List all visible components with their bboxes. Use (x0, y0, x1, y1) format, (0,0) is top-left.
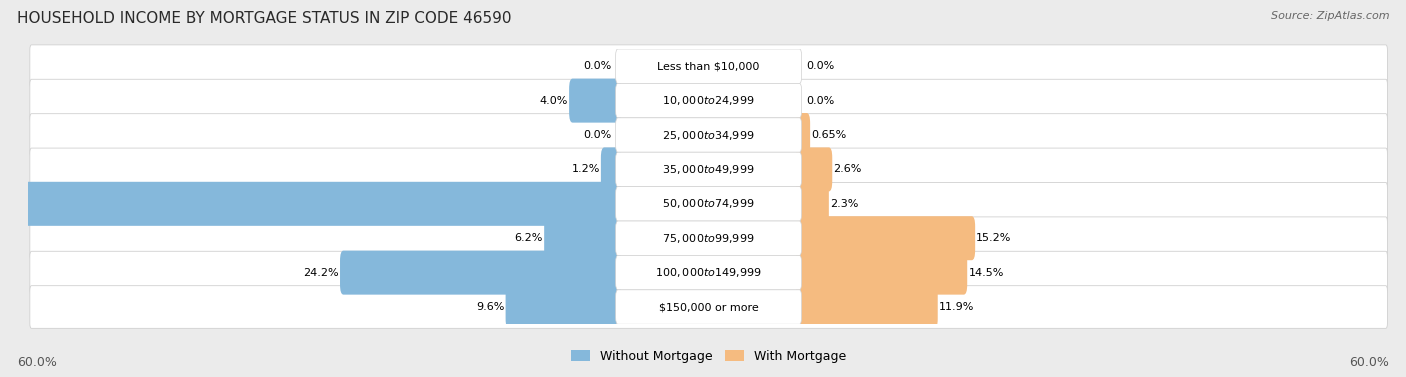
FancyBboxPatch shape (796, 251, 967, 295)
FancyBboxPatch shape (600, 147, 621, 192)
FancyBboxPatch shape (616, 83, 801, 118)
Text: 14.5%: 14.5% (969, 268, 1004, 277)
FancyBboxPatch shape (616, 221, 801, 256)
FancyBboxPatch shape (616, 187, 801, 221)
Text: 11.9%: 11.9% (939, 302, 974, 312)
FancyBboxPatch shape (796, 113, 810, 157)
Text: 4.0%: 4.0% (540, 96, 568, 106)
FancyBboxPatch shape (616, 290, 801, 324)
Text: 2.6%: 2.6% (834, 164, 862, 175)
Text: $150,000 or more: $150,000 or more (659, 302, 758, 312)
FancyBboxPatch shape (616, 152, 801, 187)
Text: 60.0%: 60.0% (1350, 357, 1389, 369)
Text: Less than $10,000: Less than $10,000 (658, 61, 759, 71)
FancyBboxPatch shape (544, 216, 621, 260)
Text: $75,000 to $99,999: $75,000 to $99,999 (662, 232, 755, 245)
FancyBboxPatch shape (616, 118, 801, 152)
FancyBboxPatch shape (30, 251, 1388, 294)
Text: $100,000 to $149,999: $100,000 to $149,999 (655, 266, 762, 279)
Text: Source: ZipAtlas.com: Source: ZipAtlas.com (1271, 11, 1389, 21)
Text: 1.2%: 1.2% (571, 164, 600, 175)
FancyBboxPatch shape (30, 45, 1388, 87)
FancyBboxPatch shape (796, 182, 830, 226)
FancyBboxPatch shape (616, 49, 801, 83)
Text: 0.0%: 0.0% (583, 61, 612, 71)
Text: $50,000 to $74,999: $50,000 to $74,999 (662, 197, 755, 210)
Text: 2.3%: 2.3% (830, 199, 858, 209)
FancyBboxPatch shape (30, 182, 1388, 225)
FancyBboxPatch shape (796, 216, 976, 260)
FancyBboxPatch shape (0, 182, 621, 226)
FancyBboxPatch shape (569, 78, 621, 123)
Text: 24.2%: 24.2% (304, 268, 339, 277)
FancyBboxPatch shape (30, 114, 1388, 156)
Legend: Without Mortgage, With Mortgage: Without Mortgage, With Mortgage (567, 345, 851, 368)
FancyBboxPatch shape (30, 217, 1388, 259)
Text: 0.0%: 0.0% (806, 61, 834, 71)
Text: 0.0%: 0.0% (583, 130, 612, 140)
FancyBboxPatch shape (616, 256, 801, 290)
Text: $10,000 to $24,999: $10,000 to $24,999 (662, 94, 755, 107)
Text: 15.2%: 15.2% (976, 233, 1012, 243)
FancyBboxPatch shape (30, 286, 1388, 328)
FancyBboxPatch shape (796, 147, 832, 192)
FancyBboxPatch shape (340, 251, 621, 295)
FancyBboxPatch shape (506, 285, 621, 329)
FancyBboxPatch shape (796, 285, 938, 329)
Text: 9.6%: 9.6% (477, 302, 505, 312)
FancyBboxPatch shape (30, 148, 1388, 191)
Text: $25,000 to $34,999: $25,000 to $34,999 (662, 129, 755, 141)
Text: 6.2%: 6.2% (515, 233, 543, 243)
Text: 0.0%: 0.0% (806, 96, 834, 106)
Text: 60.0%: 60.0% (17, 357, 56, 369)
Text: 0.65%: 0.65% (811, 130, 846, 140)
FancyBboxPatch shape (30, 79, 1388, 122)
Text: HOUSEHOLD INCOME BY MORTGAGE STATUS IN ZIP CODE 46590: HOUSEHOLD INCOME BY MORTGAGE STATUS IN Z… (17, 11, 512, 26)
Text: $35,000 to $49,999: $35,000 to $49,999 (662, 163, 755, 176)
